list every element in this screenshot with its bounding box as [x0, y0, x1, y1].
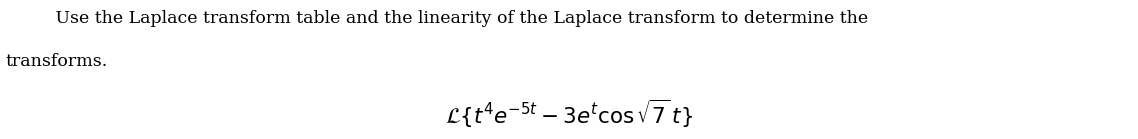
- Text: transforms.: transforms.: [6, 53, 108, 70]
- Text: $\mathcal{L}\{t^4e^{-5t} - 3e^{t}\cos\sqrt{7}\,t\}$: $\mathcal{L}\{t^4e^{-5t} - 3e^{t}\cos\sq…: [445, 98, 693, 130]
- Text: Use the Laplace transform table and the linearity of the Laplace transform to de: Use the Laplace transform table and the …: [6, 10, 868, 27]
